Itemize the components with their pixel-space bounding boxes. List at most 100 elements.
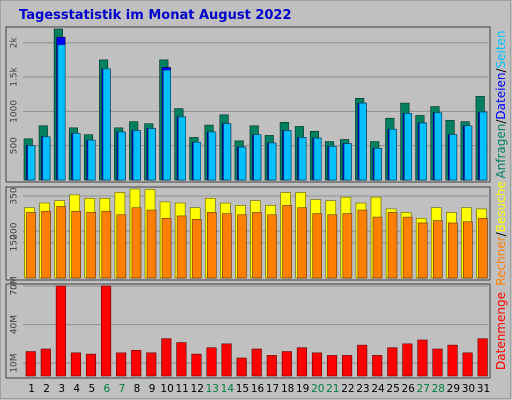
x-tick-label: 29 [447, 383, 460, 395]
bar-datenmenge [357, 344, 368, 377]
side-label-part: Dateien [494, 73, 508, 120]
bar-datenmenge [146, 352, 157, 377]
side-label-part: Besuche [494, 181, 508, 232]
bar-datenmenge [326, 355, 338, 377]
bar-rechner [312, 213, 323, 279]
y-tick-label: 10M [10, 354, 20, 373]
bar-datenmenge [85, 353, 97, 377]
x-tick-label: 4 [73, 383, 80, 395]
bar-seiten [42, 136, 51, 181]
bar-datenmenge [417, 339, 428, 377]
bar-datenmenge [251, 348, 262, 377]
y-tick-label: 1000 [10, 100, 20, 123]
x-tick-label: 1 [28, 383, 35, 395]
bar-rechner [342, 213, 353, 279]
bar-seiten [268, 142, 277, 181]
x-tick-label: 28 [432, 383, 445, 395]
bar-seiten [283, 130, 292, 181]
x-tick-label: 15 [236, 383, 249, 395]
x-tick-label: 20 [311, 383, 324, 395]
bar-seiten [373, 148, 382, 181]
bar-datenmenge [342, 355, 353, 377]
bar-datenmenge [402, 343, 413, 377]
bar-rechner [402, 216, 413, 279]
bar-seiten [449, 134, 458, 181]
side-label-visits: Rechner/Besuche [494, 181, 508, 285]
x-tick-label: 25 [386, 383, 399, 395]
bar-rechner [237, 214, 247, 279]
x-tick-label: 17 [266, 383, 279, 395]
side-label-requests: Anfragen/Dateien/Seiten [494, 30, 508, 178]
bar-rechner [387, 212, 398, 279]
x-tick-label: 30 [462, 383, 475, 395]
bar-rechner [176, 215, 187, 279]
side-labels: Anfragen/Dateien/SeitenRechner/BesucheDa… [494, 30, 508, 370]
bar-rechner [448, 222, 458, 279]
panel-volume: 10M 40M 70M [5, 276, 491, 379]
y-tick-label: 150 [10, 234, 20, 251]
bar-rechner [478, 217, 488, 279]
side-label-part: Seiten [494, 30, 508, 68]
side-label-part: Rechner [494, 236, 508, 285]
y-tick-label: 2k [10, 36, 20, 48]
x-tick-label: 21 [326, 383, 339, 395]
bar-datenmenge [131, 349, 142, 377]
side-label-part: Anfragen [494, 124, 508, 179]
x-tick-label: 31 [477, 383, 490, 395]
x-tick-label: 23 [356, 383, 369, 395]
bar-seiten [404, 113, 412, 181]
bar-rechner [282, 205, 292, 279]
bar-seiten [178, 116, 186, 181]
side-label-volume: Datenmenge [494, 292, 508, 370]
bar-seiten [343, 143, 352, 181]
side-label-part: Datenmenge [494, 292, 508, 370]
bar-rechner [252, 212, 262, 279]
bar-datenmenge [70, 352, 81, 377]
bar-rechner [417, 222, 428, 279]
bar-seiten [87, 139, 96, 181]
bar-datenmenge [281, 351, 292, 377]
bar-seiten [253, 134, 262, 181]
bar-datenmenge [236, 357, 247, 377]
bar-rechner [161, 217, 172, 279]
bar-rechner [101, 210, 112, 279]
bar-rechner [372, 216, 383, 279]
bar-rechner [71, 210, 81, 279]
bar-rechner [131, 207, 142, 279]
bar-rechner [26, 212, 36, 279]
x-tick-label: 26 [401, 383, 415, 395]
bar-seiten [479, 111, 488, 181]
bar-rechner [432, 220, 443, 279]
bar-datenmenge [221, 343, 232, 377]
bar-seiten [102, 68, 111, 181]
x-tick-label: 22 [341, 383, 354, 395]
x-tick-label: 12 [191, 383, 204, 395]
bar-seiten [464, 125, 473, 181]
bar-datenmenge [176, 342, 187, 377]
bar-rechner [56, 206, 66, 279]
bar-datenmenge [311, 352, 323, 377]
x-axis-labels: 1 2 3 4 5 6 7 8 9 10 11 12 13 14 15 16 17 18 19 20 21 22 23 24 2… [28, 383, 490, 395]
bar-datenmenge [25, 351, 36, 377]
bar-seiten [147, 128, 156, 181]
bar-rechner [41, 210, 51, 279]
x-tick-label: 11 [175, 383, 188, 395]
x-tick-label: 24 [371, 383, 385, 395]
bar-seiten [434, 112, 443, 181]
bar-seiten [419, 122, 427, 181]
bar-datenmenge [206, 347, 217, 377]
x-tick-label: 19 [296, 383, 309, 395]
bar-rechner [191, 219, 202, 279]
side-label-part: / [494, 68, 508, 73]
x-tick-label: 16 [251, 383, 265, 395]
bar-datenmenge [462, 352, 473, 377]
x-tick-label: 14 [221, 383, 235, 395]
y-tick-label: 1.5k [10, 66, 20, 86]
bar-datenmenge [432, 348, 443, 377]
bar-datenmenge [116, 352, 127, 377]
bar-seiten [238, 146, 247, 181]
x-tick-label: 2 [43, 383, 50, 395]
x-tick-label: 3 [58, 383, 65, 395]
bar-datenmenge [101, 285, 112, 377]
